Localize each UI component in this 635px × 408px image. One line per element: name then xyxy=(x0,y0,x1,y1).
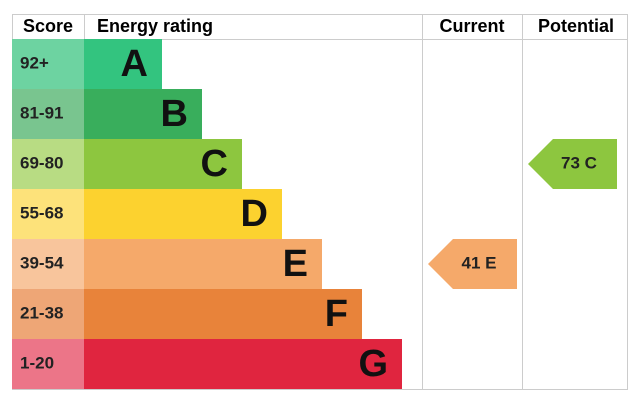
rating-bar xyxy=(84,339,402,389)
potential-arrow xyxy=(528,139,617,189)
current-arrow xyxy=(428,239,517,289)
score-range: 21-38 xyxy=(20,303,63,322)
rating-bar xyxy=(84,89,202,139)
band-letter: E xyxy=(283,243,308,285)
score-cell xyxy=(12,139,84,189)
score-range: 39-54 xyxy=(20,253,64,272)
score-cell xyxy=(12,89,84,139)
score-range: 81-91 xyxy=(20,103,63,122)
header-rating: Energy rating xyxy=(97,16,213,36)
score-cell xyxy=(12,339,84,389)
header-potential: Potential xyxy=(538,16,614,36)
score-cell xyxy=(12,289,84,339)
rating-bar xyxy=(84,239,322,289)
score-range: 69-80 xyxy=(20,153,63,172)
score-cell xyxy=(12,189,84,239)
rating-bar xyxy=(84,189,282,239)
band-letter: D xyxy=(241,193,268,235)
band-letter: G xyxy=(358,343,388,385)
score-cell xyxy=(12,239,84,289)
score-range: 55-68 xyxy=(20,203,63,222)
band-letter: C xyxy=(201,143,228,185)
rating-bar xyxy=(84,139,242,189)
band-letter: A xyxy=(121,43,148,85)
current-label: 41 E xyxy=(462,253,497,272)
band-letter: F xyxy=(325,293,348,335)
score-range: 92+ xyxy=(20,53,49,72)
score-range: 1-20 xyxy=(20,353,54,372)
band-letter: B xyxy=(161,93,188,135)
header-score: Score xyxy=(23,16,73,36)
potential-label: 73 C xyxy=(561,153,597,172)
score-cell xyxy=(12,39,84,89)
header-current: Current xyxy=(439,16,504,36)
rating-bar xyxy=(84,39,162,89)
rating-bar xyxy=(84,289,362,339)
